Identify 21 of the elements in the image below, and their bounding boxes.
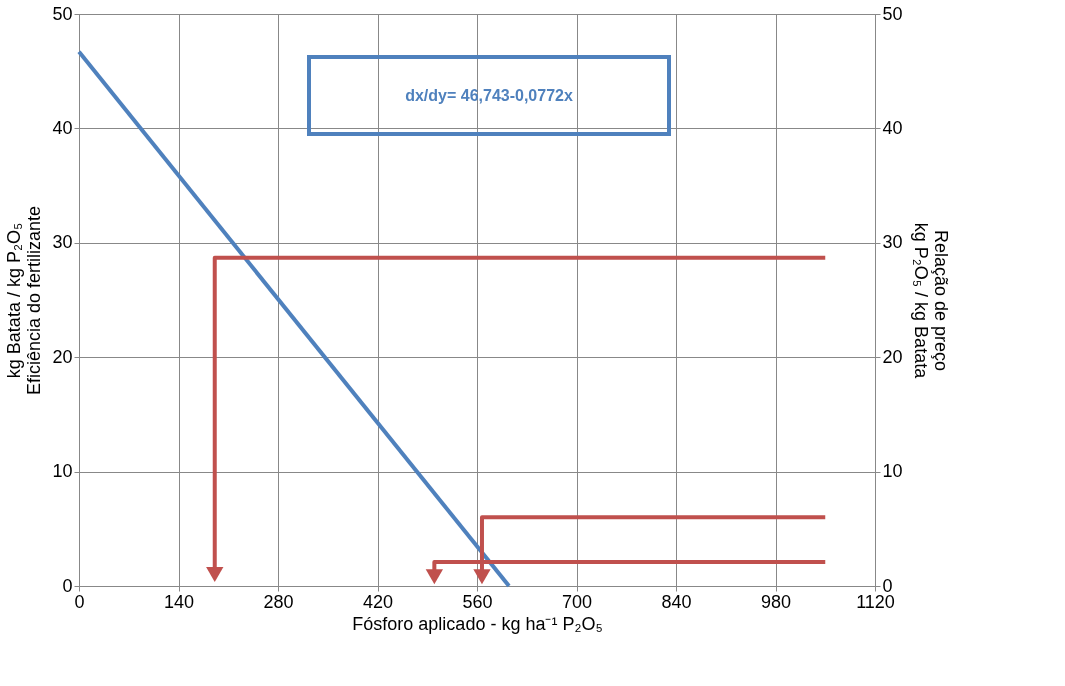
y2-tick-label: 50 xyxy=(882,3,903,24)
y2-axis-title: Relação de preço kg P₂O₅ / kg Batata xyxy=(910,222,951,380)
y2-tick-label: 20 xyxy=(882,346,903,367)
y-tick-label: 10 xyxy=(52,461,73,482)
y2-tick-label: 10 xyxy=(882,461,903,482)
y-tick-label: 30 xyxy=(52,232,73,253)
y2-tick-label: 30 xyxy=(882,232,903,253)
y-tick-label: 40 xyxy=(52,117,73,138)
y-axis-title: kg Batata / kg P₂O₅ Eficiência do fertilizante xyxy=(4,205,45,396)
y2-tick-label: 40 xyxy=(882,117,903,138)
x-tick-label: 700 xyxy=(561,591,593,612)
y-tick-label: 0 xyxy=(62,575,73,596)
x-tick-label: 560 xyxy=(462,591,493,612)
y-tick-label: 20 xyxy=(52,346,73,367)
x-tick-label: 420 xyxy=(362,591,394,612)
x-tick-label: 840 xyxy=(661,591,692,612)
x-axis-title: Fósforo aplicado - kg ha⁻¹ P₂O₅ xyxy=(352,613,603,634)
x-tick-label: 280 xyxy=(263,591,294,612)
x-tick-label: 980 xyxy=(760,591,792,612)
y-tick-label: 50 xyxy=(52,3,73,24)
x-tick-label: 140 xyxy=(163,591,195,612)
